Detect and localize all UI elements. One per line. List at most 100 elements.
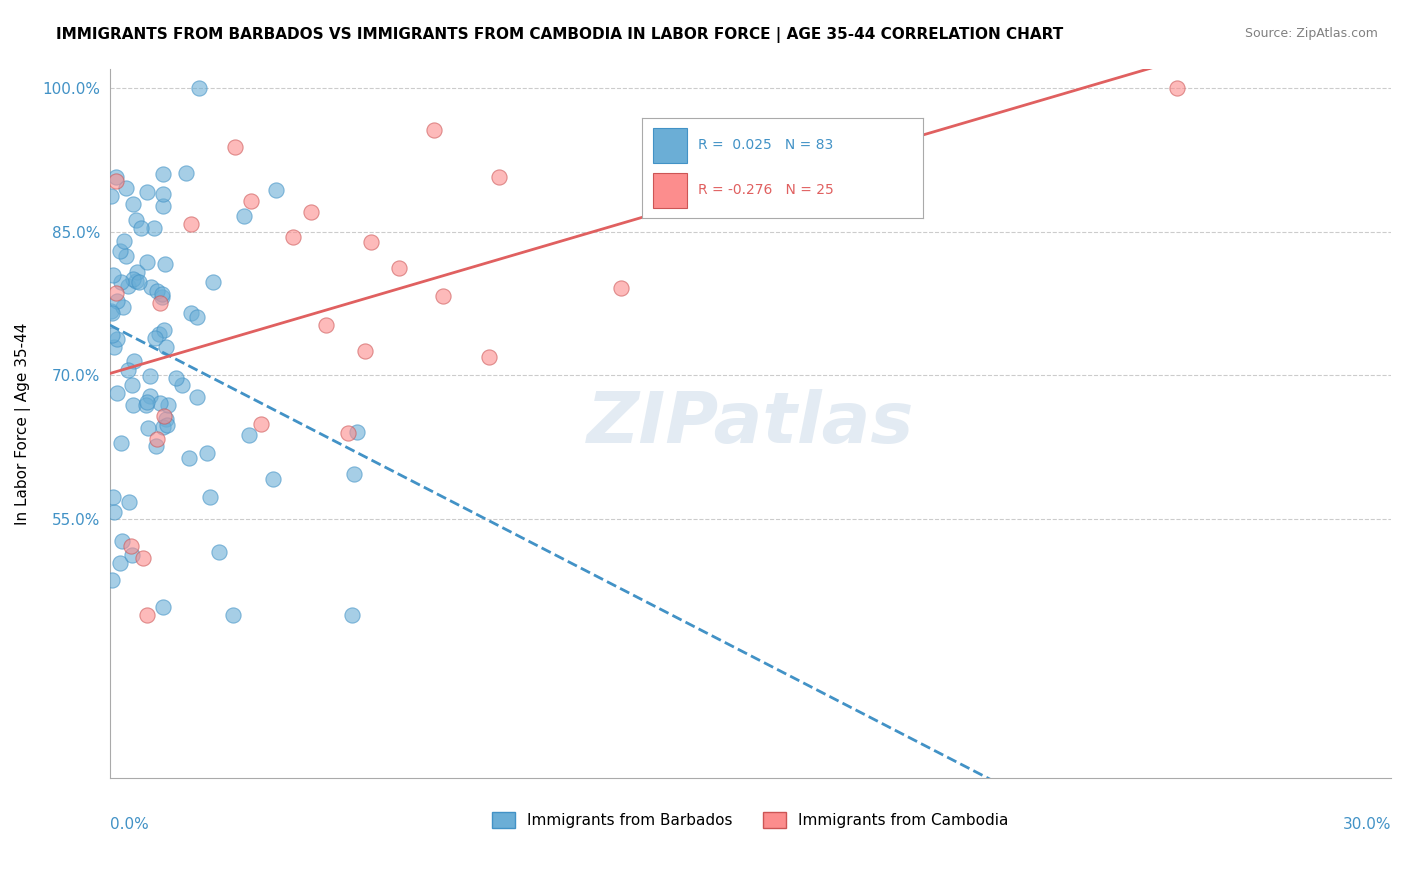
Point — [150, 287, 173, 301]
Point — [101, 268, 124, 282]
Point — [152, 167, 174, 181]
Point — [146, 284, 169, 298]
Point — [125, 274, 148, 288]
Point — [157, 397, 180, 411]
Point — [180, 218, 202, 232]
Point — [135, 254, 157, 268]
Point — [105, 332, 128, 346]
Point — [152, 186, 174, 201]
Point — [201, 275, 224, 289]
Point — [360, 235, 382, 249]
Point — [108, 244, 131, 258]
Point — [139, 368, 162, 383]
Point — [170, 377, 193, 392]
Point — [155, 341, 177, 355]
Point — [233, 209, 256, 223]
Point — [177, 451, 200, 466]
Point — [136, 185, 159, 199]
Point — [104, 169, 127, 184]
Point — [108, 556, 131, 570]
Point — [105, 294, 128, 309]
Point — [100, 189, 122, 203]
Point — [139, 280, 162, 294]
Point — [432, 289, 454, 303]
Point — [105, 285, 128, 300]
Point — [174, 166, 197, 180]
Text: 0.0%: 0.0% — [110, 816, 149, 831]
Text: Source: ZipAtlas.com: Source: ZipAtlas.com — [1244, 27, 1378, 40]
Point — [315, 318, 337, 333]
Point — [105, 174, 128, 188]
Point — [155, 412, 177, 426]
Point — [111, 300, 134, 314]
Point — [353, 344, 375, 359]
Point — [125, 213, 148, 227]
Point — [103, 505, 125, 519]
Point — [152, 199, 174, 213]
Point — [152, 600, 174, 615]
Point — [138, 421, 160, 435]
Point — [101, 327, 124, 342]
Point — [250, 417, 273, 431]
Point — [478, 350, 501, 364]
Point — [610, 281, 633, 295]
Point — [101, 306, 124, 320]
Point — [132, 551, 155, 566]
Point — [117, 279, 139, 293]
Point — [101, 490, 124, 504]
Point — [488, 169, 510, 184]
Point — [222, 608, 245, 623]
Point — [110, 435, 132, 450]
Point — [149, 296, 172, 310]
Point — [105, 386, 128, 401]
Legend: Immigrants from Barbados, Immigrants from Cambodia: Immigrants from Barbados, Immigrants fro… — [486, 806, 1015, 834]
Y-axis label: In Labor Force | Age 35-44: In Labor Force | Age 35-44 — [15, 322, 31, 524]
Point — [208, 545, 231, 559]
Point — [423, 123, 446, 137]
Point — [152, 419, 174, 434]
Point — [149, 396, 172, 410]
Point — [188, 80, 211, 95]
Point — [336, 425, 359, 440]
Point — [121, 272, 143, 286]
Point — [122, 196, 145, 211]
Point — [148, 327, 170, 342]
Point — [124, 353, 146, 368]
Point — [121, 377, 143, 392]
Point — [165, 371, 187, 385]
Point — [153, 409, 176, 424]
Point — [238, 428, 260, 442]
Point — [186, 310, 208, 324]
Point — [118, 494, 141, 508]
Point — [115, 181, 138, 195]
Point — [346, 425, 368, 440]
Point — [117, 363, 139, 377]
Point — [110, 275, 132, 289]
Text: ZIPatlas: ZIPatlas — [586, 389, 914, 458]
Point — [262, 472, 284, 486]
Point — [200, 491, 222, 505]
Point — [153, 257, 176, 271]
Point — [197, 446, 219, 460]
Point — [150, 290, 173, 304]
Point — [264, 183, 287, 197]
Point — [139, 389, 162, 403]
Point — [121, 549, 143, 563]
Point — [180, 306, 202, 320]
Point — [135, 608, 157, 623]
Point — [156, 418, 179, 433]
Point — [186, 390, 208, 404]
Point — [120, 539, 142, 553]
Point — [112, 234, 135, 248]
Point — [145, 439, 167, 453]
Point — [128, 276, 150, 290]
Point — [127, 265, 149, 279]
Point — [136, 394, 159, 409]
Point — [129, 221, 152, 235]
Point — [103, 340, 125, 354]
Point — [343, 467, 366, 482]
Point — [100, 303, 122, 318]
Point — [340, 608, 363, 623]
Point — [101, 573, 124, 587]
Point — [143, 331, 166, 345]
